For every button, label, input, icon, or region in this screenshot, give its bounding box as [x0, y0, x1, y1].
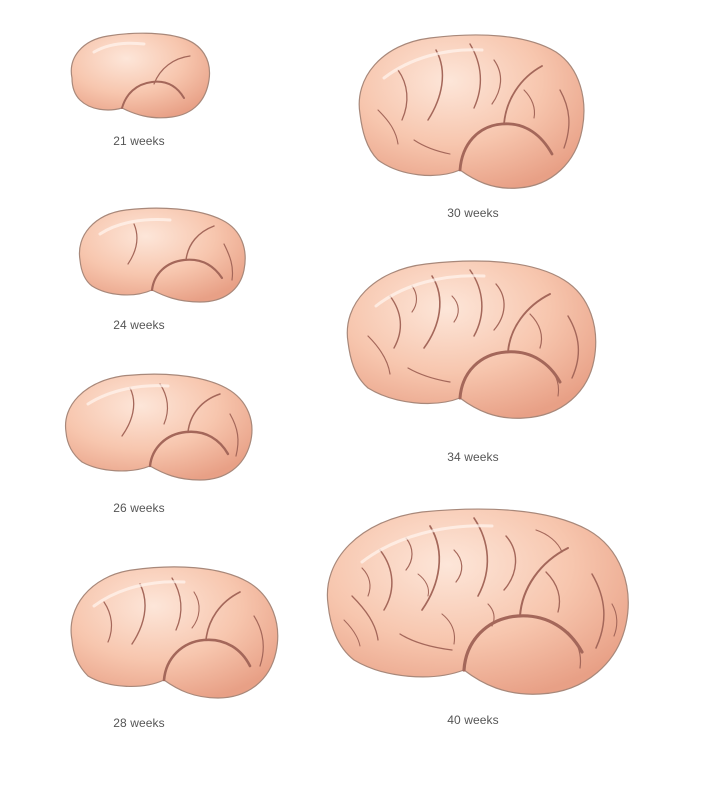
- brain-34-weeks-illustration: [346, 260, 597, 419]
- label-24-weeks: 24 weeks: [113, 318, 165, 332]
- brain-30-weeks-illustration: [358, 34, 585, 189]
- brain-28-weeks-illustration: [70, 566, 279, 699]
- brain-30-weeks: [354, 30, 588, 194]
- brain-34-weeks: [342, 256, 600, 424]
- label-40-weeks: 40 weeks: [447, 713, 499, 727]
- label-34-weeks: 34 weeks: [447, 450, 499, 464]
- brain-26-weeks: [60, 370, 256, 484]
- brain-40-weeks-illustration: [326, 508, 629, 695]
- label-26-weeks: 26 weeks: [113, 501, 165, 515]
- brain-24-weeks: [74, 204, 248, 306]
- brain-26-weeks-illustration: [64, 373, 253, 481]
- label-30-weeks: 30 weeks: [447, 206, 499, 220]
- brain-24-weeks-illustration: [78, 207, 246, 303]
- brain-40-weeks: [322, 504, 634, 700]
- brain-28-weeks: [64, 562, 282, 702]
- brain-21-weeks: [64, 28, 214, 122]
- brain-21-weeks-illustration: [70, 32, 211, 119]
- label-21-weeks: 21 weeks: [113, 134, 165, 148]
- label-28-weeks: 28 weeks: [113, 716, 165, 730]
